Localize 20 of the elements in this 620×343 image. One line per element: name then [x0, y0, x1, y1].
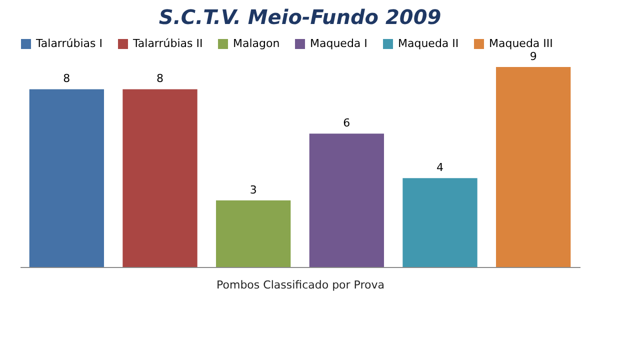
bar — [29, 89, 104, 267]
data-label: 9 — [530, 50, 537, 63]
data-label: 8 — [63, 72, 70, 86]
bar — [496, 67, 571, 267]
data-label: 8 — [156, 72, 164, 86]
legend-label: Maqueda I — [310, 37, 368, 50]
legend-label: Talarrúbias I — [35, 37, 103, 50]
data-label: 3 — [250, 183, 257, 196]
data-label: 4 — [436, 161, 444, 174]
bar — [309, 134, 384, 267]
legend-label: Talarrúbias II — [132, 37, 203, 50]
legend-label: Maqueda II — [398, 37, 459, 50]
legend-label: Malagon — [233, 37, 280, 50]
bar — [402, 178, 478, 267]
x-axis-title: Pombos Classificado por Prova — [216, 278, 384, 292]
bar — [216, 200, 291, 267]
data-label: 6 — [343, 116, 350, 130]
legend-label: Maqueda III — [489, 37, 553, 50]
chart-title: S.C.T.V. Meio-Fundo 2009 — [158, 5, 442, 29]
bar — [122, 89, 198, 267]
